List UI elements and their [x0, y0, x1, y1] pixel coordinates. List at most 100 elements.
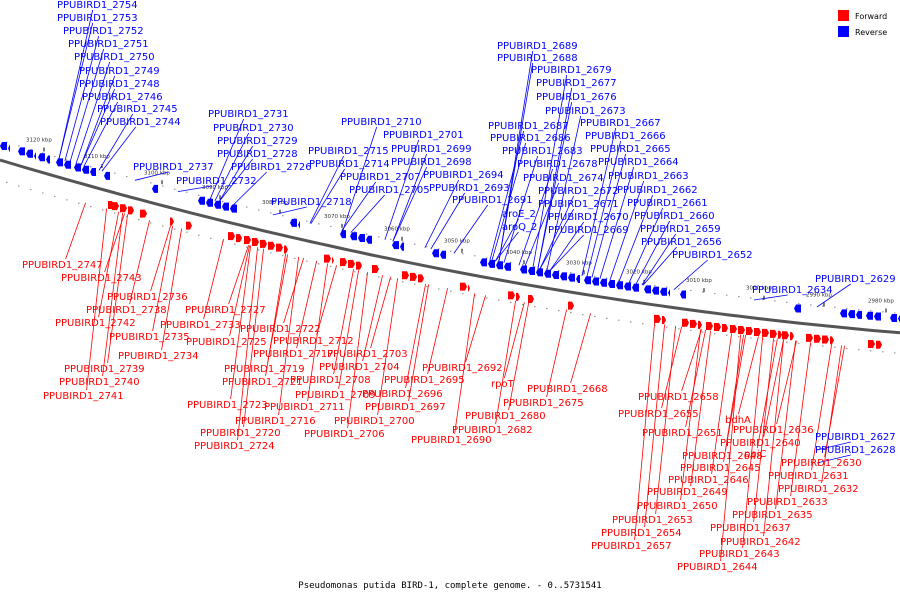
reverse-gene-arrow: [560, 272, 567, 281]
forward-gene-label-ppubird1-2650: PPUBIRD1_2650: [637, 501, 718, 512]
forward-leader-line: [278, 256, 299, 416]
track-dot: [894, 352, 896, 354]
reverse-gene-label-ppubird1-2674: PPUBIRD1_2674: [523, 173, 604, 184]
forward-gene-label-ppubird1-2723: PPUBIRD1_2723: [187, 400, 268, 411]
reverse-gene-arrow: [152, 184, 158, 193]
forward-gene-arrow: [244, 236, 251, 245]
track-dot: [738, 336, 740, 338]
forward-gene-label-ppubird1-2739: PPUBIRD1_2739: [64, 364, 145, 375]
track-dot: [150, 182, 152, 184]
reverse-gene-arrow: [0, 142, 7, 150]
track-dot: [474, 255, 476, 257]
forward-gene-label-ppic: ppiC: [744, 449, 766, 460]
reverse-leader-line: [58, 9, 94, 160]
track-dot: [318, 263, 320, 265]
reverse-gene-arrow: [652, 286, 659, 295]
reverse-gene-label-ppubird1-2729: PPUBIRD1_2729: [217, 136, 298, 147]
reverse-leader-line: [816, 441, 851, 451]
track-dot: [330, 225, 332, 228]
forward-gene-arrow: [714, 323, 721, 332]
reverse-leader-line: [494, 231, 519, 262]
kbp-label: 3070 kbp: [324, 214, 350, 220]
reverse-gene-arrow: [392, 241, 399, 250]
forward-gene-label-ppubird1-2717: PPUBIRD1_2717: [253, 349, 334, 360]
track-dot: [546, 268, 548, 270]
forward-leader-line: [495, 300, 516, 425]
reverse-leader-line: [635, 220, 671, 285]
forward-leader-line: [152, 226, 173, 332]
track-dot: [6, 181, 8, 183]
forward-gene-label-ppubird1-2703: PPUBIRD1_2703: [327, 349, 408, 360]
track-dot: [246, 206, 248, 208]
forward-gene-label-ppubird1-2642: PPUBIRD1_2642: [720, 537, 801, 548]
reverse-leader-line: [539, 208, 575, 270]
reverse-leader-line: [101, 126, 137, 172]
reverse-gene-label-ppubird1-2671: PPUBIRD1_2671: [538, 199, 619, 210]
forward-leader-line: [711, 333, 732, 475]
reverse-leader-line: [549, 221, 585, 271]
track-dot: [282, 215, 284, 217]
track-dot: [570, 272, 572, 274]
forward-leader-line: [680, 329, 701, 501]
forward-gene-arrow: [140, 209, 147, 218]
track-dot: [366, 233, 368, 235]
forward-gene-arrow: [690, 319, 697, 328]
reverse-gene-label-ppubird1-2737: PPUBIRD1_2737: [133, 162, 214, 173]
forward-gene-label-ppubird1-2712: PPUBIRD1_2712: [273, 336, 354, 347]
reverse-gene-label-aroq-2: aroQ_2: [502, 222, 537, 233]
forward-gene-arrow: [348, 259, 355, 268]
track-dot: [474, 295, 476, 297]
reverse-gene-arrow: [600, 278, 607, 287]
reverse-gene-label-ppubird1-2656: PPUBIRD1_2656: [641, 237, 722, 248]
reverse-leader-line: [546, 115, 582, 271]
reverse-leader-line: [618, 194, 654, 282]
reverse-gene-label-ppubird1-2698: PPUBIRD1_2698: [391, 157, 472, 168]
forward-gene-label-ppubird1-2680: PPUBIRD1_2680: [465, 411, 546, 422]
reverse-gene-arrow: [432, 249, 439, 258]
forward-leader-line: [237, 247, 258, 441]
track-dot: [30, 188, 32, 191]
track-dot: [810, 304, 812, 306]
forward-leader-line: [333, 269, 354, 375]
reverse-gene-arrow: [46, 155, 50, 164]
track-dot: [870, 310, 872, 312]
reverse-gene-label-ppubird1-2752: PPUBIRD1_2752: [63, 26, 144, 37]
track-dot: [90, 206, 92, 208]
track-dot: [402, 281, 404, 283]
track-dot: [498, 259, 500, 261]
reverse-leader-line: [83, 101, 119, 167]
track-dot: [534, 266, 536, 268]
forward-leader-line: [690, 330, 711, 487]
track-dot: [894, 312, 896, 314]
reverse-leader-line: [549, 234, 584, 271]
forward-leader-line: [427, 288, 448, 375]
reverse-gene-label-ppubird1-2732: PPUBIRD1_2732: [176, 176, 257, 187]
track-dot: [78, 202, 80, 204]
reverse-leader-line: [309, 155, 345, 224]
track-dot: [738, 296, 740, 298]
track-dot: [282, 255, 284, 257]
reverse-leader-line: [491, 142, 527, 261]
reverse-leader-line: [591, 153, 627, 278]
reverse-gene-arrow: [536, 268, 543, 277]
reverse-gene-label-ppubird1-2665: PPUBIRD1_2665: [590, 144, 671, 155]
forward-gene-label-ppubird1-2636: PPUBIRD1_2636: [733, 425, 814, 436]
forward-leader-line: [377, 278, 398, 416]
track-dot: [306, 260, 308, 262]
track-dot: [510, 261, 512, 263]
track-dot: [582, 274, 584, 276]
reverse-leader-line: [430, 192, 466, 250]
kbp-label: 3080 kbp: [262, 200, 288, 206]
forward-gene-label-ppubird1-2711: PPUBIRD1_2711: [264, 402, 345, 413]
forward-gene-arrow: [516, 292, 520, 301]
forward-gene-label-ppubird1-2631: PPUBIRD1_2631: [768, 471, 849, 482]
reverse-leader-line: [341, 181, 377, 231]
forward-gene-label-ppubird1-2719: PPUBIRD1_2719: [224, 364, 305, 375]
reverse-gene-label-ppubird1-2634: PPUBIRD1_2634: [752, 285, 833, 296]
forward-leader-line: [720, 334, 741, 562]
forward-leader-line: [283, 257, 304, 324]
kbp-label: 3030 kbp: [566, 260, 592, 266]
reverse-gene-label-ppubird1-2705: PPUBIRD1_2705: [349, 185, 430, 196]
track-dot: [66, 199, 68, 201]
forward-gene-label-ppubird1-2696: PPUBIRD1_2696: [362, 389, 443, 400]
